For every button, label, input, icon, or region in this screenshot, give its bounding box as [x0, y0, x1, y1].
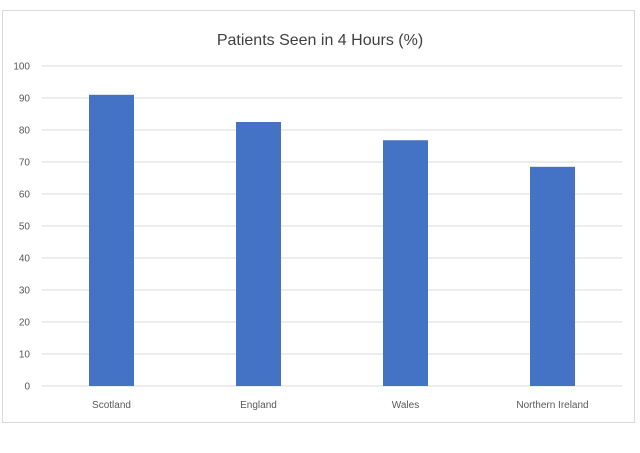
y-tick-label: 90: [19, 94, 31, 105]
y-tick-label: 60: [19, 190, 31, 201]
y-tick-label: 100: [13, 62, 30, 73]
x-tick-label: England: [240, 400, 277, 411]
y-tick-label: 50: [19, 222, 31, 233]
y-tick-label: 20: [19, 318, 31, 329]
y-tick-label: 10: [19, 350, 31, 361]
x-tick-label: Scotland: [92, 400, 131, 411]
bar-northern-ireland: [530, 166, 575, 386]
bar-wales: [383, 140, 428, 386]
x-tick-label: Wales: [392, 400, 419, 411]
y-tick-label: 30: [19, 286, 31, 297]
bar-england: [236, 122, 281, 386]
y-tick-label: 0: [24, 382, 30, 393]
x-tick-label: Northern Ireland: [516, 400, 588, 411]
chart-title: Patients Seen in 4 Hours (%): [216, 32, 424, 49]
y-tick-label: 40: [19, 254, 31, 265]
bar-scotland: [89, 94, 134, 387]
y-tick-label: 80: [19, 126, 31, 137]
y-tick-label: 70: [19, 158, 31, 169]
